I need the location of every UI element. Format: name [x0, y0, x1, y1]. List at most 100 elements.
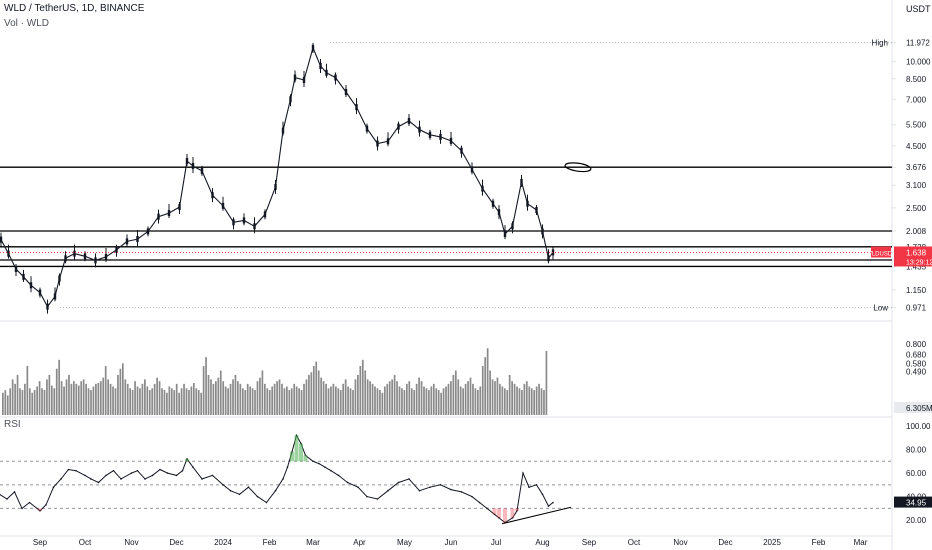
volume-bar — [499, 383, 501, 415]
rsi-overbought-fill — [299, 443, 303, 462]
volume-bar — [26, 366, 29, 415]
volume-bar — [371, 383, 374, 415]
rsi-point — [535, 484, 538, 486]
volume-bar — [344, 379, 347, 415]
time-axis-label: Mar — [854, 538, 868, 547]
price-point — [526, 200, 529, 207]
volume-bar — [523, 383, 526, 415]
price-point — [274, 183, 277, 190]
volume-bar — [16, 374, 19, 415]
rsi-point — [408, 478, 410, 480]
price-point — [311, 44, 315, 51]
rsi-oversold-fill — [510, 508, 515, 518]
rsi-tick-label: 80.00 — [906, 445, 927, 454]
price-point — [38, 289, 42, 296]
volume-bar — [156, 377, 158, 415]
rsi-point — [439, 484, 442, 486]
price-point — [503, 231, 507, 238]
volume-bar — [210, 379, 212, 415]
volume-bar — [403, 390, 406, 415]
volume-bar — [332, 383, 335, 415]
price-tick-label: 2.008 — [906, 227, 927, 236]
price-point — [58, 275, 61, 282]
volume-bar — [334, 386, 337, 415]
price-point — [293, 74, 297, 81]
price-point — [541, 228, 544, 235]
ellipse-annotation[interactable] — [564, 161, 592, 173]
price-point — [146, 228, 150, 235]
volume-bar — [121, 363, 124, 415]
price-tick-label: 3.100 — [906, 181, 927, 190]
rsi-point — [366, 495, 368, 498]
rsi-point — [397, 481, 400, 484]
volume-bar — [146, 386, 149, 415]
chart-title: WLD / TetherUS, 1D, BINANCE — [4, 3, 145, 14]
volume-bar — [535, 386, 538, 415]
price-point — [191, 162, 195, 169]
price-point — [289, 96, 292, 103]
price-point — [232, 219, 235, 226]
high-label: High — [872, 39, 888, 48]
volume-bar — [530, 388, 533, 415]
volume-bar — [464, 383, 467, 415]
volume-bar — [501, 386, 504, 415]
volume-bar — [53, 388, 56, 415]
time-axis-label: May — [397, 538, 412, 547]
price-point — [104, 253, 108, 260]
volume-bar — [462, 388, 465, 415]
volume-bar — [85, 383, 87, 415]
volume-bar — [518, 388, 521, 415]
volume-bar — [46, 379, 48, 415]
volume-tick-label: 0.490 — [906, 367, 927, 376]
volume-bar — [423, 386, 425, 415]
rsi-line — [0, 433, 554, 524]
volume-bar — [413, 390, 416, 415]
volume-bar — [467, 381, 469, 415]
price-point — [520, 178, 523, 185]
volume-bar — [366, 379, 369, 415]
price-point — [386, 138, 390, 145]
rsi-point — [75, 469, 77, 472]
volume-bar — [200, 392, 203, 415]
rsi-point — [247, 486, 250, 489]
rsi-point — [460, 491, 463, 493]
rsi-oversold-fill — [492, 508, 497, 515]
volume-bar — [129, 388, 132, 415]
volume-bar — [428, 390, 430, 415]
volume-bar — [36, 386, 38, 415]
volume-bar — [354, 379, 357, 415]
volume-bar — [99, 381, 102, 415]
volume-bar — [124, 379, 127, 415]
volume-bar — [14, 383, 16, 415]
volume-bar — [469, 377, 472, 415]
rsi-point — [105, 474, 107, 477]
volume-bar — [369, 381, 371, 415]
rsi-point — [151, 474, 154, 477]
rsi-trendline[interactable] — [501, 506, 572, 525]
volume-bar — [244, 390, 247, 415]
rsi-overbought-fill — [185, 458, 189, 462]
volume-bar — [286, 386, 288, 415]
volume-bar — [298, 388, 300, 415]
price-tick-label: 8.500 — [906, 75, 927, 84]
rsi-point — [112, 469, 115, 472]
volume-bar — [175, 383, 178, 415]
volume-bar — [476, 390, 479, 415]
volume-bar — [486, 348, 489, 415]
volume-bar — [87, 388, 90, 415]
price-point — [263, 211, 267, 218]
volume-bar — [251, 388, 254, 415]
rsi-last-label: 34.95 — [906, 499, 927, 508]
price-point — [242, 217, 246, 224]
volume-bar — [379, 390, 381, 415]
volume-bar — [205, 357, 207, 415]
volume-bar — [68, 374, 70, 415]
volume-bar — [173, 390, 176, 415]
volume-bar — [330, 386, 332, 415]
price-tick-label: 4.500 — [906, 142, 927, 151]
rsi-point — [144, 478, 146, 480]
volume-bar — [361, 359, 364, 415]
rsi-point — [486, 507, 488, 510]
rsi-point — [181, 469, 184, 472]
